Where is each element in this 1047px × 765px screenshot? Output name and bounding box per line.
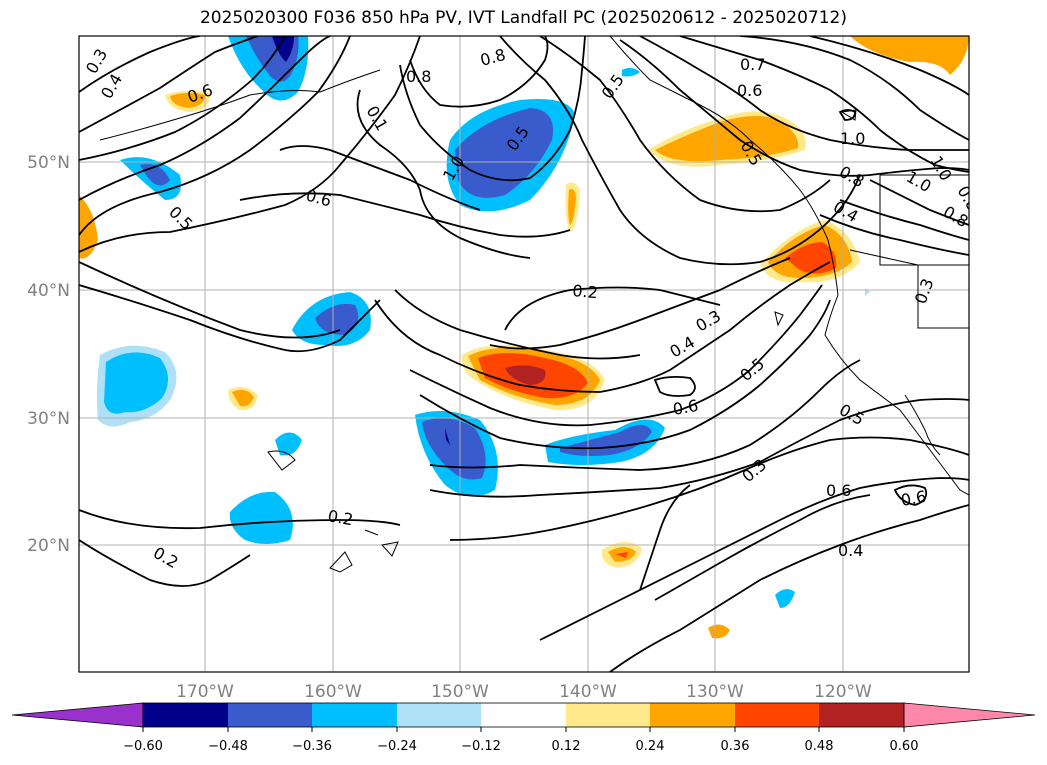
lon-label-150w: 150°W — [431, 682, 489, 702]
colorbar-tick-label: −0.60 — [123, 739, 163, 754]
colorbar-segment — [143, 703, 228, 727]
lon-label-160w: 160°W — [304, 682, 362, 702]
contour-label: 0.6 — [671, 396, 699, 419]
colorbar-segment — [819, 703, 904, 727]
contours — [79, 36, 969, 672]
plot-title: 2025020300 F036 850 hPa PV, IVT Landfall… — [199, 8, 847, 28]
lat-label-40n: 40°N — [27, 281, 70, 301]
colorbar-tick-label: −0.24 — [377, 739, 417, 754]
colorbar-tick-label: 0.48 — [805, 739, 834, 754]
colorbar-segment — [397, 703, 481, 727]
map-panel: 0.3 0.4 0.6 0.8 0.8 0.7 0.6 0.5 0.5 1.0 … — [79, 36, 969, 672]
colorbar-tick-label: 0.24 — [636, 739, 665, 754]
map-frame — [78, 35, 970, 673]
contour-label: 0.7 — [740, 55, 765, 74]
colorbar-ticks — [142, 727, 905, 732]
colorbar-tick-label: −0.36 — [292, 739, 332, 754]
lon-label-140w: 140°W — [559, 682, 617, 702]
contour-label: 0.2 — [326, 506, 354, 529]
lat-label-30n: 30°N — [27, 409, 70, 429]
contour-label: 0.6 — [737, 81, 762, 100]
lon-label-120w: 120°W — [814, 682, 872, 702]
longitude-labels: 170°W 160°W 150°W 140°W 130°W 120°W — [176, 682, 872, 702]
contour-label: 0.8 — [406, 67, 431, 86]
colorbar-tick-label: 0.36 — [721, 739, 750, 754]
contour-label: 0.4 — [838, 541, 863, 560]
colorbar-tick-label: 0.60 — [890, 739, 919, 754]
latitude-labels: 50°N 40°N 30°N 20°N — [27, 153, 70, 556]
colorbar-tick-label: −0.12 — [461, 739, 501, 754]
contour-label: 0.6 — [899, 487, 927, 510]
colorbar-segment — [228, 703, 312, 727]
colorbar-segment — [735, 703, 819, 727]
lon-label-170w: 170°W — [176, 682, 234, 702]
gridlines — [79, 36, 969, 672]
colorbar-segment — [481, 703, 566, 727]
contour-label: 0.6 — [826, 481, 851, 500]
lon-label-130w: 130°W — [686, 682, 744, 702]
colorbar-segment — [312, 703, 397, 727]
contour-label: 0.2 — [572, 281, 599, 302]
contour-label: 1.0 — [840, 129, 865, 148]
colorbar-tick-label: 0.12 — [552, 739, 581, 754]
colorbar-segment — [566, 703, 650, 727]
lat-label-50n: 50°N — [27, 153, 70, 173]
colorbar: −0.60 −0.48 −0.36 −0.24 −0.12 0.12 0.24 … — [11, 702, 1036, 754]
pv-shading — [79, 36, 969, 639]
colorbar-tick-label: −0.48 — [208, 739, 248, 754]
colorbar-segment — [650, 703, 735, 727]
colorbar-extend-high — [903, 702, 1036, 728]
colorbar-extend-low — [11, 702, 144, 728]
lat-label-20n: 20°N — [27, 536, 70, 556]
